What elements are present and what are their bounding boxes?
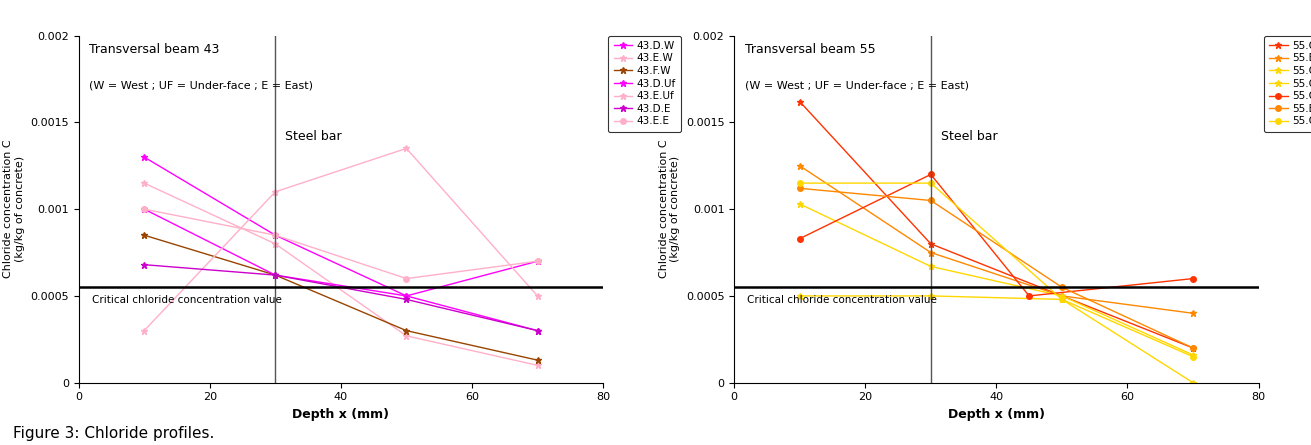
Line: 55.C.W: 55.C.W bbox=[796, 98, 1197, 352]
Line: 43.E.E: 43.E.E bbox=[142, 206, 540, 281]
55.G.W bbox=[923, 264, 939, 269]
55.E.W bbox=[923, 250, 939, 255]
55.G.W bbox=[1054, 293, 1070, 299]
Text: Steel bar: Steel bar bbox=[941, 130, 998, 143]
55.E.E bbox=[1054, 285, 1070, 290]
43.E.Uf bbox=[530, 293, 545, 299]
Line: 43.D.E: 43.D.E bbox=[140, 261, 541, 334]
Text: Transversal beam 55: Transversal beam 55 bbox=[745, 43, 876, 56]
43.D.W bbox=[267, 232, 283, 238]
Y-axis label: Chloride concentration C
(kg/kg of concrete): Chloride concentration C (kg/kg of concr… bbox=[3, 140, 25, 279]
43.D.E bbox=[530, 328, 545, 333]
43.E.W bbox=[399, 333, 414, 339]
43.E.W bbox=[267, 241, 283, 247]
43.D.W bbox=[399, 293, 414, 299]
Text: Critical chloride concentration value: Critical chloride concentration value bbox=[92, 295, 282, 305]
Line: 43.E.Uf: 43.E.Uf bbox=[140, 145, 541, 334]
55.E.E bbox=[923, 198, 939, 203]
55.C.E bbox=[1185, 276, 1201, 281]
Text: Critical chloride concentration value: Critical chloride concentration value bbox=[747, 295, 937, 305]
Line: 55.E.W: 55.E.W bbox=[796, 162, 1197, 317]
55.E.W bbox=[1185, 311, 1201, 316]
Text: Steel bar: Steel bar bbox=[286, 130, 342, 143]
55.E.W bbox=[792, 163, 808, 168]
55.E.E bbox=[1185, 345, 1201, 351]
43.D.E bbox=[267, 272, 283, 278]
43.D.Uf bbox=[267, 272, 283, 278]
Text: Figure 3: Chloride profiles.: Figure 3: Chloride profiles. bbox=[13, 425, 215, 441]
55.C.W bbox=[1054, 293, 1070, 299]
55.G.Uf bbox=[1054, 297, 1070, 302]
55.C.E bbox=[923, 172, 939, 177]
43.E.Uf bbox=[399, 146, 414, 151]
55.G.E bbox=[923, 181, 939, 186]
55.G.Uf bbox=[923, 293, 939, 299]
Line: 43.E.W: 43.E.W bbox=[140, 180, 541, 369]
Legend: 43.D.W, 43.E.W, 43.F.W, 43.D.Uf, 43.E.Uf, 43.D.E, 43.E.E: 43.D.W, 43.E.W, 43.F.W, 43.D.Uf, 43.E.Uf… bbox=[608, 36, 680, 132]
55.G.W bbox=[792, 201, 808, 206]
55.G.Uf bbox=[792, 293, 808, 299]
55.G.E bbox=[792, 181, 808, 186]
43.E.Uf bbox=[136, 328, 152, 333]
55.C.W bbox=[1185, 345, 1201, 351]
55.E.W bbox=[1054, 293, 1070, 299]
55.G.Uf bbox=[1185, 380, 1201, 385]
Line: 55.G.W: 55.G.W bbox=[796, 200, 1197, 358]
X-axis label: Depth x (mm): Depth x (mm) bbox=[948, 408, 1045, 421]
55.G.E bbox=[1185, 354, 1201, 360]
43.D.Uf bbox=[399, 293, 414, 299]
Line: 55.G.Uf: 55.G.Uf bbox=[796, 292, 1197, 386]
55.G.W bbox=[1185, 352, 1201, 358]
43.D.E bbox=[399, 297, 414, 302]
Line: 43.D.W: 43.D.W bbox=[140, 154, 541, 299]
55.C.E bbox=[792, 236, 808, 241]
43.D.E bbox=[136, 262, 152, 267]
43.E.E bbox=[530, 259, 545, 264]
43.F.W bbox=[267, 272, 283, 278]
Line: 43.D.Uf: 43.D.Uf bbox=[140, 206, 541, 334]
55.E.E bbox=[792, 186, 808, 191]
55.C.W bbox=[923, 241, 939, 247]
Line: 43.F.W: 43.F.W bbox=[140, 232, 541, 364]
Text: (W = West ; UF = Under-face ; E = East): (W = West ; UF = Under-face ; E = East) bbox=[745, 81, 969, 91]
43.D.W bbox=[136, 154, 152, 160]
43.D.W bbox=[530, 259, 545, 264]
43.F.W bbox=[399, 328, 414, 333]
43.E.W bbox=[530, 363, 545, 368]
43.F.W bbox=[136, 232, 152, 238]
Line: 55.C.E: 55.C.E bbox=[797, 172, 1196, 299]
Line: 55.G.E: 55.G.E bbox=[797, 180, 1196, 360]
X-axis label: Depth x (mm): Depth x (mm) bbox=[292, 408, 389, 421]
Text: Transversal beam 43: Transversal beam 43 bbox=[89, 43, 219, 56]
Text: (W = West ; UF = Under-face ; E = East): (W = West ; UF = Under-face ; E = East) bbox=[89, 81, 313, 91]
Legend: 55.C.W, 55.E.W, 55.G.W, 55.G.Uf, 55.C.E, 55.E.E, 55.G.E: 55.C.W, 55.E.W, 55.G.W, 55.G.Uf, 55.C.E,… bbox=[1264, 36, 1311, 132]
43.F.W bbox=[530, 357, 545, 363]
43.D.Uf bbox=[136, 206, 152, 212]
55.C.E bbox=[1021, 293, 1037, 299]
43.E.E bbox=[136, 206, 152, 212]
43.E.W bbox=[136, 181, 152, 186]
43.E.E bbox=[267, 232, 283, 238]
55.G.E bbox=[1054, 297, 1070, 302]
55.C.W bbox=[792, 99, 808, 104]
43.E.E bbox=[399, 276, 414, 281]
43.E.Uf bbox=[267, 189, 283, 194]
43.D.Uf bbox=[530, 328, 545, 333]
Line: 55.E.E: 55.E.E bbox=[797, 186, 1196, 351]
Y-axis label: Chloride concentration C
(kg/kg of concrete): Chloride concentration C (kg/kg of concr… bbox=[658, 140, 680, 279]
